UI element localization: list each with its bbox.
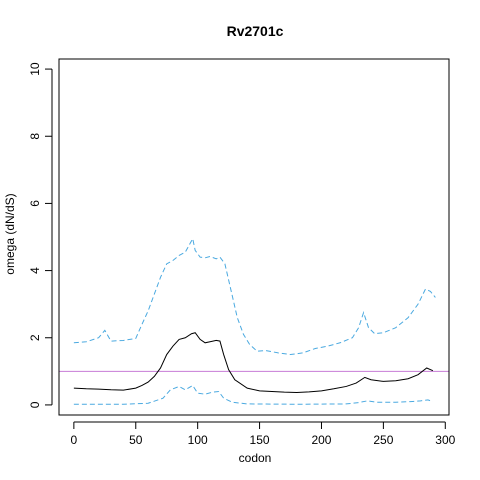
plot-frame bbox=[58, 58, 450, 416]
y-tick-label: 6 bbox=[28, 200, 42, 207]
x-axis-label: codon bbox=[239, 451, 272, 465]
series-line-1 bbox=[73, 332, 434, 394]
axes-layer: 0 50 100 150 200 250 300 0 2 4 6 8 10 bbox=[28, 62, 456, 447]
x-tick-label: 0 bbox=[71, 433, 78, 447]
x-tick-label: 100 bbox=[188, 433, 208, 447]
y-tick-label: 8 bbox=[28, 133, 42, 140]
series-line-3 bbox=[73, 384, 434, 405]
y-tick-label: 4 bbox=[28, 267, 42, 274]
data-layer bbox=[59, 237, 449, 405]
x-tick-label: 300 bbox=[435, 433, 455, 447]
x-tick-label: 250 bbox=[373, 433, 393, 447]
x-tick-label: 50 bbox=[129, 433, 143, 447]
y-tick-label: 0 bbox=[28, 401, 42, 408]
y-axis-label: omega (dN/dS) bbox=[3, 193, 17, 274]
chart-title: Rv2701c bbox=[227, 23, 284, 39]
series-line-2 bbox=[73, 237, 436, 356]
x-tick-label: 150 bbox=[250, 433, 270, 447]
x-tick-label: 200 bbox=[311, 433, 331, 447]
y-tick-label: 10 bbox=[28, 62, 42, 76]
y-tick-label: 2 bbox=[28, 334, 42, 341]
